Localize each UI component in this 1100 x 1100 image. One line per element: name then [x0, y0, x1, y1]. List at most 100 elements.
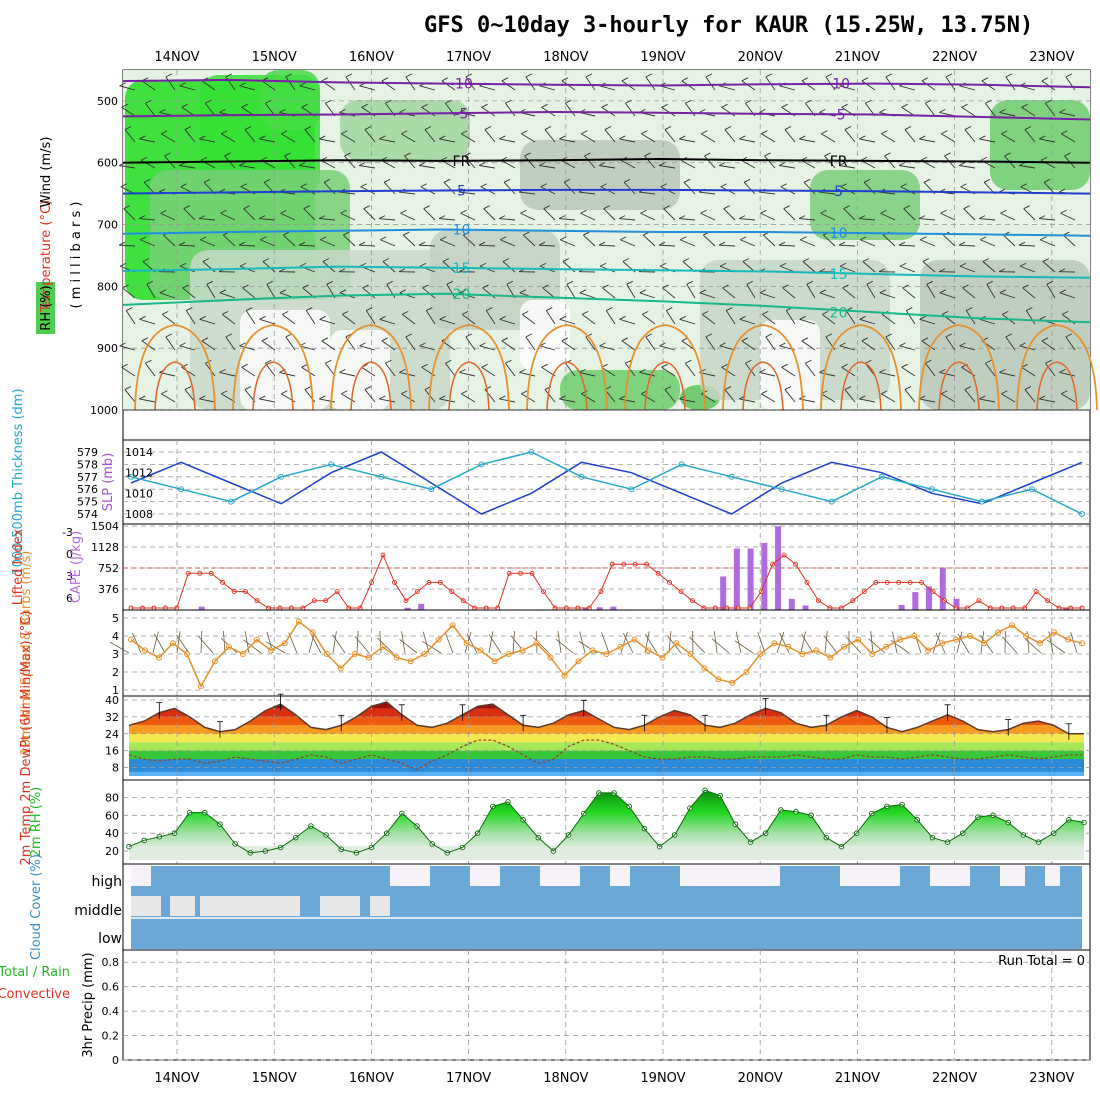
wind-barb [341, 314, 356, 325]
warm-contour-inner [1036, 361, 1078, 411]
wind-barb-flag [505, 359, 512, 364]
wind-barb [641, 133, 656, 143]
wind-barb [185, 310, 196, 325]
cape-bar [898, 604, 905, 610]
cloud-middle-gap [370, 896, 390, 916]
precip-tick-label: 0.4 [102, 1005, 120, 1018]
rh-tick-label: 20 [105, 845, 119, 858]
wind-barb [741, 340, 756, 351]
wind-barb-flag [818, 268, 826, 273]
thickness-tick-label: 576 [77, 483, 98, 496]
wind-barb-flag [603, 205, 610, 210]
wind-barb [759, 371, 776, 377]
wind-barb-flag [999, 108, 1006, 113]
wind-barb [140, 239, 156, 247]
cloud-high-gap [1000, 866, 1025, 886]
wind-barb [762, 234, 776, 247]
wind-barb-flag [1061, 130, 1068, 135]
wind-barb [499, 218, 516, 221]
wind-barb-flag [663, 205, 670, 210]
wind-barb [844, 129, 856, 143]
wind-barb-flag [179, 342, 186, 347]
wind-barb-flag [399, 108, 406, 113]
wind-barb [784, 129, 796, 143]
wind-barb-flag [460, 209, 467, 214]
wind-barb-flag [885, 73, 893, 78]
wind-speed-line [128, 618, 1085, 690]
wind-barb-flag [639, 289, 647, 294]
wind-barb-flag [645, 73, 653, 78]
rh-tick-label: 80 [105, 791, 119, 804]
wind-barb-flag [685, 99, 692, 104]
wind-barb-flag [658, 162, 666, 166]
wind-barb-flag [581, 130, 588, 135]
wind-barb-flag [143, 178, 151, 183]
wind-barb-flag [622, 258, 630, 262]
wind-barb-flag [265, 359, 272, 364]
wind-barb [319, 218, 336, 221]
wind-barb-flag [904, 126, 912, 130]
wind-barb [125, 310, 136, 325]
wind-barb-10m [868, 638, 886, 654]
wind-barb [460, 212, 476, 221]
wind-barb-flag [619, 395, 626, 400]
cape-tick-label: 752 [98, 562, 119, 575]
wind-barb-flag [682, 258, 690, 262]
wind-barb-flag [999, 289, 1007, 294]
wind-barb [584, 155, 596, 169]
wind-barb-flag [179, 82, 186, 87]
wind-barb [819, 191, 836, 195]
wind-barb [861, 80, 876, 91]
wind-barb [199, 218, 216, 221]
wind-barb-flag [319, 135, 326, 140]
wind-barb [399, 191, 416, 195]
wind-barb-flag [701, 130, 708, 135]
warm-contour [232, 324, 314, 411]
wind-barb-flag [541, 103, 548, 108]
wind-barb-flag [881, 390, 888, 395]
wind-barb-flag [641, 130, 648, 135]
wind-barb [619, 218, 636, 221]
wind-barb-flag [300, 183, 307, 188]
rh-shading [123, 70, 1090, 410]
wind-barb-flag [501, 337, 509, 342]
wind-barb [681, 340, 696, 351]
wind-barb-10m [668, 631, 672, 654]
wind-barb [1045, 362, 1056, 377]
wind-barb [1040, 239, 1056, 247]
slp-axis-label: SLP (mb) [101, 453, 116, 512]
wind-barb [418, 244, 436, 247]
wind-barb-flag [921, 77, 929, 82]
wind-barb-flag [939, 368, 946, 373]
warm-contour-inner [742, 361, 784, 411]
wind-barb [341, 393, 356, 403]
wind-barb-flag [899, 262, 907, 267]
wind-barb [686, 284, 696, 299]
wind-barb [1042, 261, 1056, 273]
wind-barb-flag [680, 236, 687, 241]
wind-barb [179, 85, 196, 91]
cape-bar [953, 598, 960, 610]
wind-barb-flag [639, 368, 646, 373]
wind-barb-flag [399, 289, 407, 294]
wind-barb-flag [919, 135, 926, 140]
wind-barb-flag [1043, 178, 1051, 183]
cape-tick-label: 1128 [91, 541, 119, 554]
wind-barb [543, 208, 556, 221]
wind-barb [341, 133, 356, 143]
rh-legend-swatch [36, 282, 55, 334]
wind-barb-flag [239, 342, 246, 347]
wind-barb [1005, 76, 1016, 91]
wind-barb-10m [845, 636, 862, 654]
wind-barb [905, 310, 916, 325]
wind-barb [704, 155, 716, 169]
wind-barb-flag [799, 135, 806, 140]
wind-barb [626, 284, 636, 299]
wind-barb-flag [366, 307, 373, 311]
wind-barb-flag [279, 289, 287, 294]
wind-barb [701, 133, 716, 143]
wind-barb-flag [679, 315, 686, 320]
wind-barb [241, 366, 256, 377]
wind-barb [1062, 234, 1076, 247]
wind-barb-flag [364, 126, 372, 130]
